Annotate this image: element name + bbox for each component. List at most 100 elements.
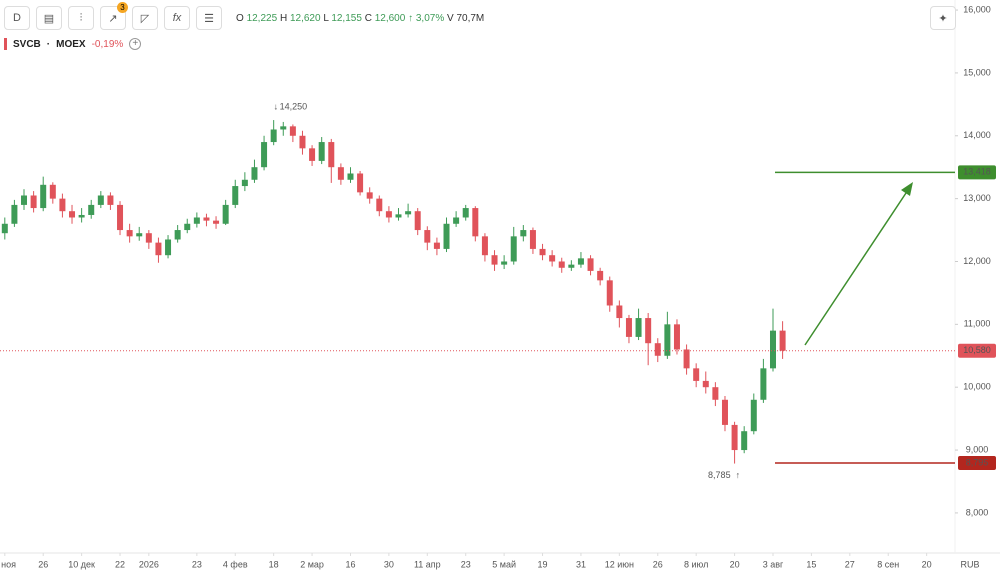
candle-body [126, 230, 133, 237]
candle-body [97, 195, 104, 205]
candle-body [59, 198, 66, 212]
candle-body [309, 148, 316, 161]
candle-body [424, 230, 431, 243]
badge: 3 [117, 2, 128, 13]
x-tick-label: 26 [38, 559, 48, 569]
candle-body [453, 217, 460, 224]
candle-body [520, 230, 527, 237]
x-tick-label: 2 мар [300, 559, 324, 569]
candle-body [11, 204, 18, 224]
level-label: 13,418 [963, 167, 991, 177]
candle-body [78, 214, 85, 218]
candle-body [184, 223, 191, 231]
extreme-arrow: ↓ [274, 101, 279, 111]
candle-body [241, 179, 248, 187]
level-tag [958, 165, 996, 180]
candle-body [347, 173, 354, 180]
candle-body [664, 324, 671, 356]
x-tick-label: 23 [192, 559, 202, 569]
y-tick-label: 10,000 [963, 382, 991, 392]
candle-body [193, 217, 200, 224]
candle-body [693, 368, 700, 381]
x-tick-label: 8 сен [877, 559, 899, 569]
x-tick-label: 4 фев [223, 559, 248, 569]
change: -0,19% [91, 38, 124, 50]
currency-label: RUB [960, 559, 979, 569]
ohlc-value: 12,155 [331, 12, 362, 24]
candle-body [673, 324, 680, 350]
candle-body [539, 248, 546, 256]
candle-body [549, 255, 556, 262]
candle-body [174, 230, 181, 240]
chart-type-button[interactable]: ⫶ [68, 6, 94, 30]
extreme-arrow: ↑ [736, 470, 741, 480]
candle-body [117, 204, 124, 231]
ai-button[interactable]: ✦ [930, 6, 956, 30]
candle-body [443, 223, 450, 249]
ohlc: O 12,225 H 12,620 L 12,155 C 12,600 ↑ 3,… [236, 13, 484, 24]
ohlc-value: 12,600 [374, 12, 406, 24]
extreme-label: 8,785 [708, 470, 731, 480]
candle-body [760, 368, 767, 400]
candle-body [213, 220, 220, 224]
candle-body [337, 167, 344, 180]
x-tick-label: 23 [461, 559, 471, 569]
template-button[interactable]: ▤ [36, 6, 62, 30]
candle-body [731, 424, 738, 451]
candle-body [577, 258, 584, 265]
candle-body [769, 330, 776, 369]
x-tick-label: 20 [730, 559, 740, 569]
candle-body [654, 343, 661, 356]
exchange: MOEX [56, 38, 86, 50]
last-price-label: 10,580 [963, 345, 991, 355]
y-tick-label: 16,000 [963, 4, 991, 14]
x-tick-label: 12 июн [605, 559, 634, 569]
ohlc-value: 12,620 [289, 12, 321, 24]
x-tick-label: 26 [653, 559, 663, 569]
candle-body [405, 211, 412, 215]
x-tick-label: 16 [345, 559, 355, 569]
ohlc-label: H [279, 12, 288, 24]
level-label: 8,795 [966, 457, 989, 467]
y-tick-label: 15,000 [963, 67, 991, 77]
y-tick-label: 9,000 [966, 444, 989, 454]
candle-body [645, 318, 652, 344]
candle-body [145, 233, 152, 243]
x-tick-label: 30 [384, 559, 394, 569]
candle-body [222, 204, 229, 224]
candle-body [395, 214, 402, 218]
level-tag [958, 455, 996, 470]
candle-body [328, 142, 335, 168]
interval-button[interactable]: D [4, 6, 30, 30]
candle-body [203, 217, 210, 221]
candle-body [510, 236, 517, 262]
x-tick-label: 19 [538, 559, 548, 569]
candle-body [289, 126, 296, 136]
candle-body [280, 126, 287, 130]
candle-body [366, 192, 373, 199]
indicators-button[interactable]: fx [164, 6, 190, 30]
shapes-button[interactable]: ◸ [132, 6, 158, 30]
candle-body [88, 204, 95, 215]
drawing-button[interactable]: ↗ 3 [100, 2, 128, 30]
candle-body [712, 387, 719, 400]
settings-button[interactable]: ☰ [196, 6, 222, 30]
add-button[interactable]: + [129, 38, 142, 50]
x-tick-label: 2026 [139, 559, 159, 569]
forecast-arrow [804, 189, 909, 346]
ohlc-label: L [323, 12, 329, 24]
day-change: ↑ 3,07% [408, 12, 445, 24]
candle-body [136, 233, 143, 237]
x-tick-label: 27 [845, 559, 855, 569]
x-tick-label: 31 [576, 559, 586, 569]
symbol: SVCB [13, 38, 41, 50]
symbol-row: SVCB · MOEX -0,19% + [4, 38, 142, 50]
x-tick-label: 20 [922, 559, 932, 569]
volume-label: V [447, 12, 454, 24]
candle-body [30, 195, 37, 209]
candle-body [433, 242, 440, 249]
x-tick-label: 10 дек [68, 559, 95, 569]
candle-body [376, 198, 383, 212]
candle-body [155, 242, 162, 256]
